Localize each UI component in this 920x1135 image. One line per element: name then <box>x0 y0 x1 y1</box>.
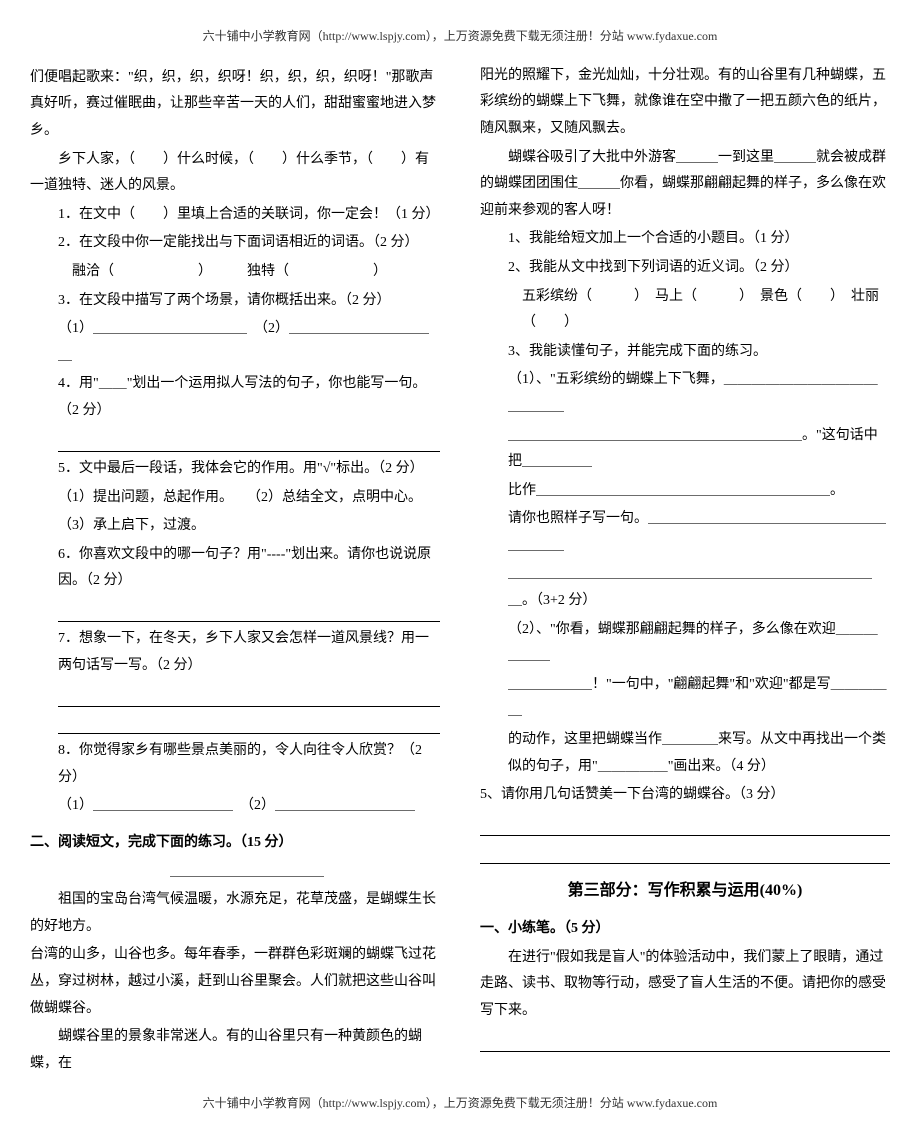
r-q3: 3、我能读懂句子，并能完成下面的练习。 <box>508 339 890 366</box>
q2-blanks: 融洽（ ） 独特（ ） <box>72 259 440 286</box>
page-header: 六十铺中小学教育网（http://www.lspjy.com），上万资源免费下载… <box>30 25 890 48</box>
r-sec1-title: 一、小练笔。（5 分） <box>480 916 890 943</box>
r-q3f: （2）、"你看，蝴蝶那翩翩起舞的样子，多么像在欢迎＿＿＿＿＿＿ <box>508 617 890 670</box>
r-q5-blank-1 <box>480 813 890 836</box>
q3-blanks: （1）＿＿＿＿＿＿＿＿＿＿＿ （2）＿＿＿＿＿＿＿＿＿＿＿ <box>58 316 440 369</box>
r-q3a: （1）、"五彩缤纷的蝴蝶上下飞舞，＿＿＿＿＿＿＿＿＿＿＿＿＿＿＿ <box>508 367 890 420</box>
q4-blank-line <box>58 429 440 452</box>
q7: 7．想象一下，在冬天，乡下人家又会怎样一道风景线？用一两句话写一写。（2 分） <box>58 626 440 679</box>
r-sec1-blank <box>480 1028 890 1051</box>
sec2-p1: 祖国的宝岛台湾气候温暖，水源充足，花草茂盛，是蝴蝶生长的好地方。 <box>30 887 440 940</box>
sec2-p3: 蝴蝶谷里的景象非常迷人。有的山谷里只有一种黄颜色的蝴蝶，在 <box>30 1024 440 1077</box>
r-q2: 2、我能从文中找到下列词语的近义词。（2 分） <box>508 255 890 282</box>
r-q3d: 请你也照样子写一句。＿＿＿＿＿＿＿＿＿＿＿＿＿＿＿＿＿＿＿＿＿ <box>508 506 890 559</box>
q5: 5．文中最后一段话，我体会它的作用。用"√"标出。（2 分） <box>58 456 440 483</box>
q7-blank-line-2 <box>58 711 440 734</box>
section-2-title: 二、阅读短文，完成下面的练习。（15 分） <box>30 830 440 857</box>
r-q2-blanks: 五彩缤纷（ ） 马上（ ） 景色（ ） 壮丽（ ） <box>522 284 890 337</box>
page-columns: 们便唱起歌来："织，织，织，织呀！织，织，织，织呀！"那歌声真好听，赛过催眠曲，… <box>30 63 890 1078</box>
q6: 6．你喜欢文段中的哪一句子？用"----"划出来。请你也说说原因。（2 分） <box>58 542 440 595</box>
r-q1: 1、我能给短文加上一个合适的小题目。（1 分） <box>508 226 890 253</box>
q6-blank-line <box>58 599 440 622</box>
section-2-title-blank: ＿＿＿＿＿＿＿＿＿＿＿ <box>30 859 440 886</box>
r-sec1-p1: 在进行"假如我是盲人"的体验活动中，我们蒙上了眼睛，通过走路、读书、取物等行动，… <box>480 945 890 1025</box>
q5-opt-a: （1）提出问题，总起作用。 （2）总结全文，点明中心。 <box>58 485 440 512</box>
r-q5: 5、请你用几句话赞美一下台湾的蝴蝶谷。（3 分） <box>480 782 890 809</box>
r-q3h: 的动作，这里把蝴蝶当作＿＿＿＿来写。从文中再找出一个类似的句子，用"＿＿＿＿＿"… <box>508 727 890 780</box>
q8-blanks: （1）＿＿＿＿＿＿＿＿＿＿ （2）＿＿＿＿＿＿＿＿＿＿ <box>58 793 440 820</box>
r-q5-blank-2 <box>480 840 890 863</box>
q2: 2．在文段中你一定能找出与下面词语相近的词语。（2 分） <box>58 230 440 257</box>
q8: 8．你觉得家乡有哪些景点美丽的，令人向往令人欣赏？（2 分） <box>58 738 440 791</box>
sec2-p2: 台湾的山多，山谷也多。每年春季，一群群色彩斑斓的蝴蝶飞过花丛，穿过树林，越过小溪… <box>30 942 440 1022</box>
left-para-2: 乡下人家，（ ）什么时候，（ ）什么季节，（ ）有一道独特、迷人的风景。 <box>30 147 440 200</box>
right-p1: 阳光的照耀下，金光灿灿，十分壮观。有的山谷里有几种蝴蝶，五彩缤纷的蝴蝶上下飞舞，… <box>480 63 890 143</box>
r-q3g: ＿＿＿＿＿＿！"一句中，"翩翩起舞"和"欢迎"都是写＿＿＿＿＿ <box>508 672 890 725</box>
left-para-1: 们便唱起歌来："织，织，织，织呀！织，织，织，织呀！"那歌声真好听，赛过催眠曲，… <box>30 65 440 145</box>
r-q3c: 比作＿＿＿＿＿＿＿＿＿＿＿＿＿＿＿＿＿＿＿＿＿。 <box>508 478 890 505</box>
q3: 3．在文段中描写了两个场景，请你概括出来。（2 分） <box>58 288 440 315</box>
part-3-title: 第三部分：写作积累与运用(40%) <box>480 876 890 906</box>
q4: 4．用"＿＿"划出一个运用拟人写法的句子，你也能写一句。（2 分） <box>58 371 440 424</box>
r-q3b: ＿＿＿＿＿＿＿＿＿＿＿＿＿＿＿＿＿＿＿＿＿。"这句话中把＿＿＿＿＿ <box>508 423 890 476</box>
r-q3e: ＿＿＿＿＿＿＿＿＿＿＿＿＿＿＿＿＿＿＿＿＿＿＿＿＿＿＿。（3+2 分） <box>508 561 890 614</box>
q7-blank-line-1 <box>58 683 440 706</box>
q5-opt-b: （3）承上启下，过渡。 <box>58 513 440 540</box>
right-p2: 蝴蝶谷吸引了大批中外游客＿＿＿一到这里＿＿＿就会被成群的蝴蝶团团围住＿＿＿你看，… <box>480 145 890 225</box>
page-footer: 六十铺中小学教育网（http://www.lspjy.com），上万资源免费下载… <box>30 1092 890 1115</box>
q1: 1．在文中（ ）里填上合适的关联词，你一定会！（1 分） <box>58 202 440 229</box>
